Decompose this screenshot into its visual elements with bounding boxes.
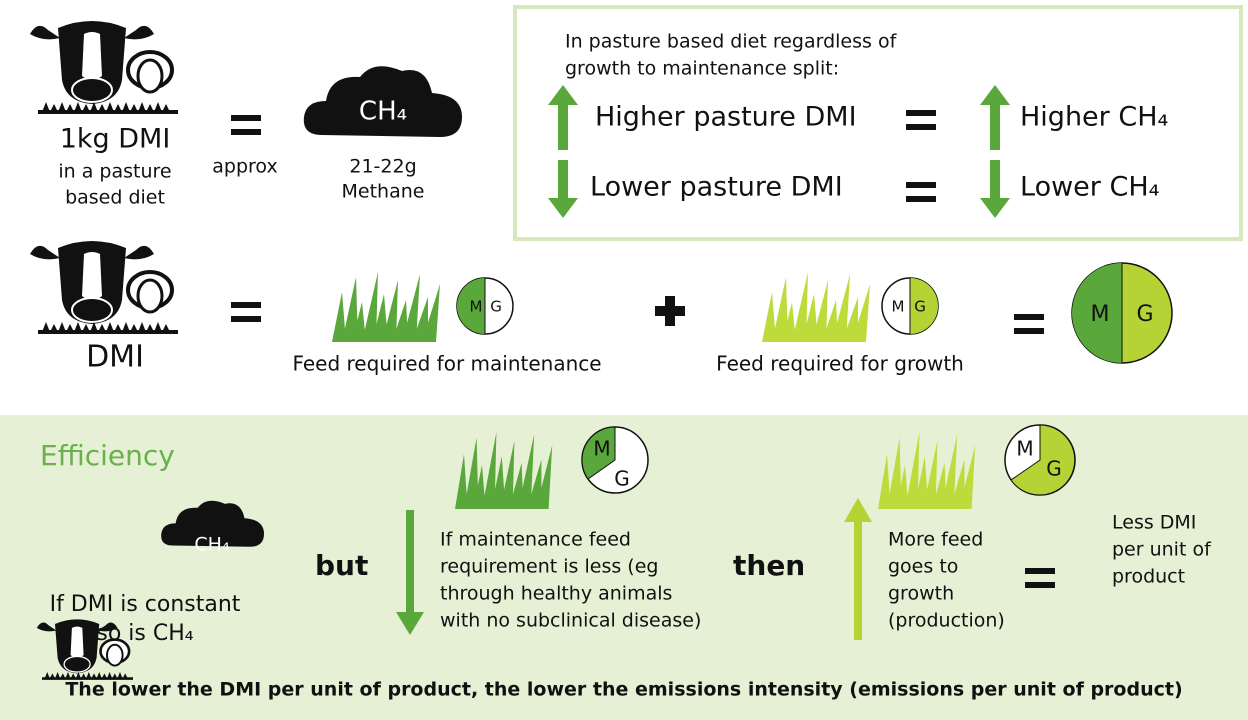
row-right: Higher CH₄: [1020, 102, 1168, 133]
dmi-label: 1kg DMI: [60, 124, 171, 155]
result-text: product: [1112, 566, 1185, 588]
row-left: Lower pasture DMI: [590, 172, 843, 203]
maintenance-text: If maintenance feed: [440, 529, 631, 551]
row-right: Lower CH₄: [1020, 172, 1159, 203]
box-intro: In pasture based diet regardless of: [565, 31, 898, 53]
maintenance-label: Feed required for maintenance: [292, 352, 601, 376]
plus: [655, 296, 685, 326]
equals: [1014, 314, 1044, 334]
pie-m: M: [1091, 302, 1110, 327]
equals: [231, 302, 261, 322]
dmi: DMI: [86, 340, 144, 375]
infographic: 1kg DMI in a pasture based diet approx C…: [0, 0, 1248, 720]
pie-g: G: [614, 467, 630, 491]
grass: [762, 272, 870, 342]
ch4: CH₄: [194, 534, 230, 556]
growth-text: More feed: [888, 529, 983, 551]
constant-text: so is CH₄: [96, 621, 193, 646]
down-arrow: [980, 160, 1010, 218]
constant-text: If DMI is constant: [50, 592, 241, 617]
up-arrow: [548, 85, 578, 150]
but: but: [315, 549, 368, 582]
pie-m: M: [1016, 437, 1033, 461]
ch4: CH₄: [359, 97, 407, 127]
methane: 21-22g: [349, 156, 416, 178]
approx: approx: [212, 156, 277, 178]
pie-g: G: [914, 298, 926, 316]
maintenance-text: with no subclinical disease): [440, 610, 701, 632]
then: then: [733, 549, 805, 582]
result-text: Less DMI: [1112, 512, 1196, 534]
growth-text: growth: [888, 583, 954, 605]
equals: [906, 110, 936, 130]
pie-g: G: [490, 298, 502, 316]
animals-icon: [30, 21, 178, 112]
box-intro: growth to maintenance split:: [565, 58, 839, 80]
pie-m: M: [470, 298, 483, 316]
pie-m: M: [593, 437, 610, 461]
methane: Methane: [342, 181, 425, 203]
result-text: per unit of: [1112, 539, 1212, 561]
down-arrow: [548, 160, 578, 218]
growth-text: goes to: [888, 556, 958, 578]
grass: [332, 272, 440, 342]
pie-m: M: [892, 298, 905, 316]
row-left: Higher pasture DMI: [595, 102, 857, 133]
animals-icon: [30, 241, 178, 332]
dmi-sub: based diet: [65, 187, 165, 209]
maintenance-text: requirement is less (eg: [440, 556, 658, 578]
growth-text: (production): [888, 610, 1005, 632]
growth-label: Feed required for growth: [716, 352, 964, 376]
pie-g: G: [1136, 302, 1153, 327]
footer: The lower the DMI per unit of product, t…: [65, 679, 1182, 701]
up-arrow: [980, 85, 1010, 150]
equals: [906, 182, 936, 202]
equals: [231, 115, 261, 135]
pie-g: G: [1046, 457, 1062, 481]
dmi-sub: in a pasture: [58, 161, 171, 183]
efficiency-title: Efficiency: [40, 439, 175, 472]
maintenance-text: through healthy animals: [440, 583, 672, 605]
